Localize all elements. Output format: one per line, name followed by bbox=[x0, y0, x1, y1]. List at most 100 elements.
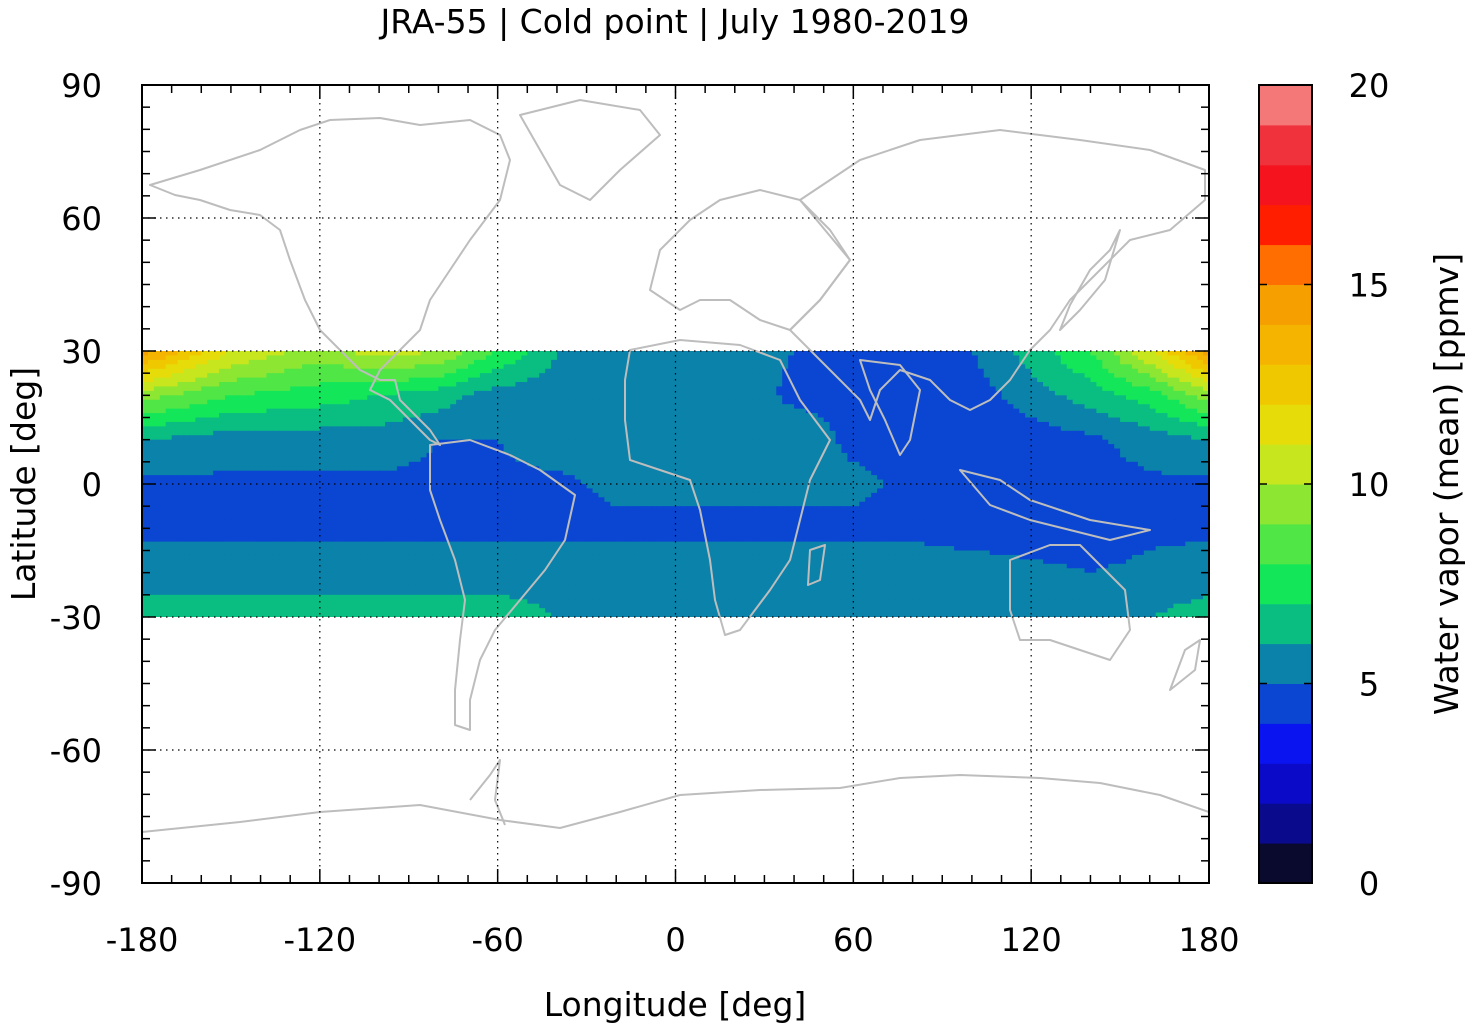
field-cell bbox=[811, 461, 819, 467]
field-cell bbox=[1203, 452, 1209, 458]
field-cell bbox=[331, 359, 339, 365]
field-cell bbox=[272, 373, 279, 379]
field-cell bbox=[539, 430, 546, 436]
field-cell bbox=[159, 408, 167, 414]
field-cell bbox=[408, 461, 416, 467]
field-cell bbox=[1007, 359, 1014, 365]
field-cell bbox=[402, 430, 410, 436]
field-cell bbox=[865, 386, 872, 392]
field-cell bbox=[1185, 355, 1192, 361]
field-cell bbox=[509, 408, 517, 414]
field-cell bbox=[598, 351, 605, 357]
field-cell bbox=[971, 359, 979, 365]
field-cell bbox=[373, 439, 380, 445]
field-cell bbox=[385, 426, 392, 432]
field-cell bbox=[604, 377, 611, 383]
field-cell bbox=[764, 408, 771, 414]
field-cell bbox=[853, 359, 860, 365]
field-cell bbox=[1161, 368, 1169, 374]
field-cell bbox=[444, 395, 451, 401]
field-cell bbox=[456, 355, 463, 361]
field-cell bbox=[420, 399, 428, 405]
field-cell bbox=[746, 461, 754, 467]
field-cell bbox=[894, 439, 902, 445]
field-cell bbox=[183, 452, 191, 458]
field-cell bbox=[740, 426, 748, 432]
field-cell bbox=[1001, 439, 1009, 445]
field-cell bbox=[485, 470, 493, 476]
field-cell bbox=[414, 444, 422, 450]
field-cell bbox=[859, 368, 866, 374]
field-cell bbox=[699, 452, 706, 458]
field-cell bbox=[1054, 404, 1062, 410]
field-cell bbox=[628, 452, 635, 458]
field-cell bbox=[432, 399, 439, 405]
field-cell bbox=[189, 448, 196, 454]
field-cell bbox=[1191, 457, 1198, 463]
field-cell bbox=[1173, 435, 1180, 441]
field-cell bbox=[1137, 395, 1145, 401]
field-cell bbox=[1078, 368, 1086, 374]
field-cell bbox=[930, 435, 937, 441]
field-cell bbox=[687, 426, 694, 432]
field-cell bbox=[918, 439, 926, 445]
field-cell bbox=[853, 377, 860, 383]
field-cell bbox=[260, 395, 268, 401]
field-cell bbox=[1203, 351, 1209, 357]
field-cell bbox=[390, 435, 398, 441]
field-cell bbox=[426, 430, 434, 436]
field-cell bbox=[877, 448, 884, 454]
field-cell bbox=[699, 382, 706, 388]
field-cell bbox=[521, 355, 528, 361]
field-cell bbox=[373, 413, 380, 419]
field-cell bbox=[515, 390, 522, 396]
field-cell bbox=[1149, 444, 1157, 450]
field-cell bbox=[770, 413, 777, 419]
field-cell bbox=[1131, 359, 1139, 365]
field-cell bbox=[224, 417, 232, 423]
field-cell bbox=[752, 466, 760, 472]
field-cell bbox=[942, 408, 949, 414]
field-cell bbox=[580, 448, 588, 454]
field-cell bbox=[580, 351, 588, 357]
field-cell bbox=[645, 382, 653, 388]
field-cell bbox=[307, 404, 315, 410]
field-cell bbox=[1060, 421, 1068, 427]
field-cell bbox=[829, 444, 837, 450]
field-cell bbox=[794, 399, 801, 405]
field-cell bbox=[776, 404, 783, 410]
field-cell bbox=[948, 355, 955, 361]
field-cell bbox=[420, 466, 428, 472]
field-cell bbox=[1203, 395, 1209, 401]
field-cell bbox=[213, 386, 220, 392]
field-cell bbox=[657, 359, 665, 365]
field-cell bbox=[450, 368, 457, 374]
field-cell bbox=[142, 404, 149, 410]
field-cell bbox=[195, 452, 202, 458]
field-cell bbox=[361, 444, 368, 450]
field-cell bbox=[319, 364, 327, 370]
field-cell bbox=[491, 435, 499, 441]
field-cell bbox=[865, 373, 872, 379]
field-cell bbox=[728, 364, 736, 370]
field-cell bbox=[894, 390, 902, 396]
field-cell bbox=[260, 368, 268, 374]
field-cell bbox=[473, 435, 481, 441]
field-cell bbox=[971, 368, 979, 374]
field-cell bbox=[942, 395, 949, 401]
field-cell bbox=[307, 448, 315, 454]
field-cell bbox=[551, 351, 558, 357]
field-cell bbox=[622, 461, 629, 467]
field-cell bbox=[260, 404, 268, 410]
field-cell bbox=[337, 470, 345, 476]
field-cell bbox=[823, 390, 831, 396]
field-cell bbox=[989, 435, 997, 441]
field-cell bbox=[189, 359, 196, 365]
field-cell bbox=[716, 448, 724, 454]
field-cell bbox=[456, 426, 463, 432]
field-cell bbox=[284, 368, 291, 374]
field-cell bbox=[989, 404, 997, 410]
field-cell bbox=[669, 470, 677, 476]
field-cell bbox=[302, 408, 309, 414]
field-cell bbox=[948, 377, 955, 383]
